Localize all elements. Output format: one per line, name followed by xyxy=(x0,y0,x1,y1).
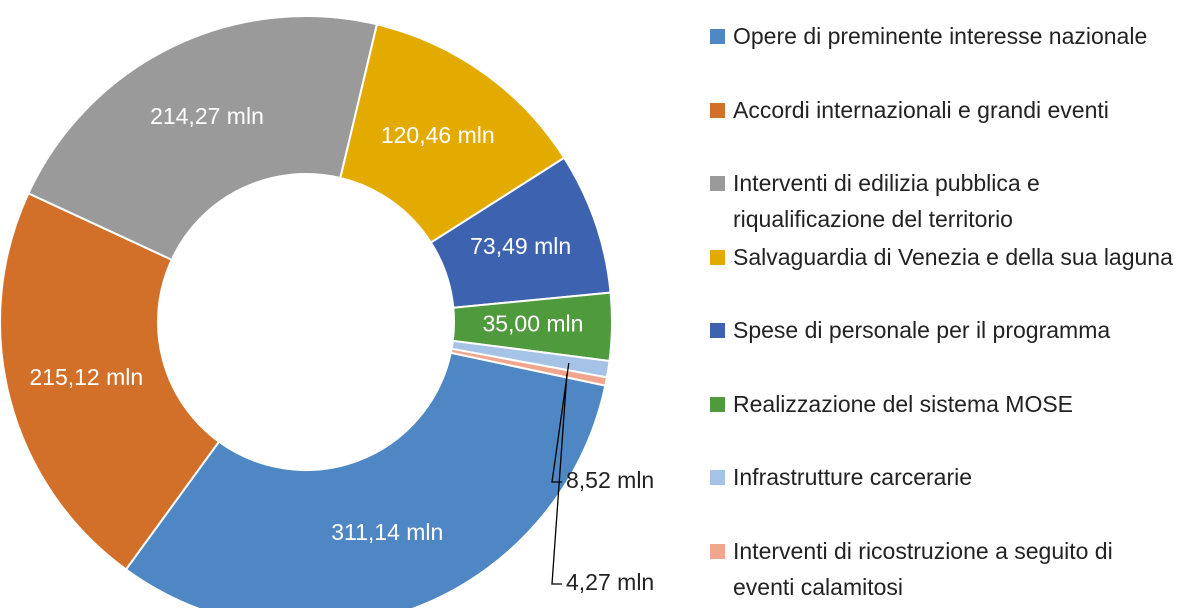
legend-swatch xyxy=(710,29,725,44)
legend-item: Infrastrutture carcerarie xyxy=(710,459,1180,495)
legend-item: Interventi di ricostruzione a seguito di… xyxy=(710,533,1180,605)
donut-slice xyxy=(0,191,221,571)
legend-item: Accordi internazionali e grandi eventi xyxy=(710,92,1180,128)
legend-label: Infrastrutture carcerarie xyxy=(733,464,973,490)
donut-area: 311,14 mln 215,12 mln 214,27 mln 120,46 mln… xyxy=(0,15,654,608)
legend-label: Salvaguardia di Venezia e della sua lagu… xyxy=(733,243,1173,270)
legend-swatch xyxy=(710,176,725,191)
donut-slice xyxy=(449,347,609,387)
data-label: 214,27 mln xyxy=(150,103,264,129)
legend-label: Interventi di edilizia pubblica e riqual… xyxy=(733,170,1040,232)
data-label: 8,52 mln xyxy=(566,467,654,493)
legend-swatch xyxy=(710,323,725,338)
donut-slice xyxy=(124,351,607,608)
data-label: 215,12 mln xyxy=(29,364,143,390)
legend-swatch xyxy=(710,249,725,265)
legend-item: Interventi di edilizia pubblica e riqual… xyxy=(710,165,1180,237)
legend-item: Opere di preminente interesse nazionale xyxy=(710,18,1180,54)
donut-slice xyxy=(27,15,379,262)
legend-swatch xyxy=(710,102,725,118)
legend-item: Realizzazione del sistema MOSE xyxy=(710,386,1180,422)
legend-swatch xyxy=(710,470,725,485)
legend-label: Realizzazione del sistema MOSE xyxy=(733,390,1074,417)
data-label: 120,46 mln xyxy=(381,122,495,148)
legend-swatch xyxy=(710,396,725,412)
legend-label: Spese di personale per il programma xyxy=(733,317,1111,343)
legend-label: Opere di preminente interesse nazionale xyxy=(733,23,1148,49)
legend-label: Accordi internazionali e grandi eventi xyxy=(733,96,1109,123)
legend-item: Salvaguardia di Venezia e della sua lagu… xyxy=(710,239,1180,275)
data-label: 311,14 mln xyxy=(331,519,443,545)
legend-swatch xyxy=(710,543,725,559)
legend-label: Interventi di ricostruzione a seguito di… xyxy=(733,537,1113,600)
donut-slice xyxy=(339,23,566,244)
data-label: 4,27 mln xyxy=(566,569,654,595)
legend-item: Spese di personale per il programma xyxy=(710,312,1180,348)
data-label: 73,49 mln xyxy=(470,233,571,259)
data-label: 35,00 mln xyxy=(482,311,583,337)
leader-line xyxy=(551,373,568,585)
